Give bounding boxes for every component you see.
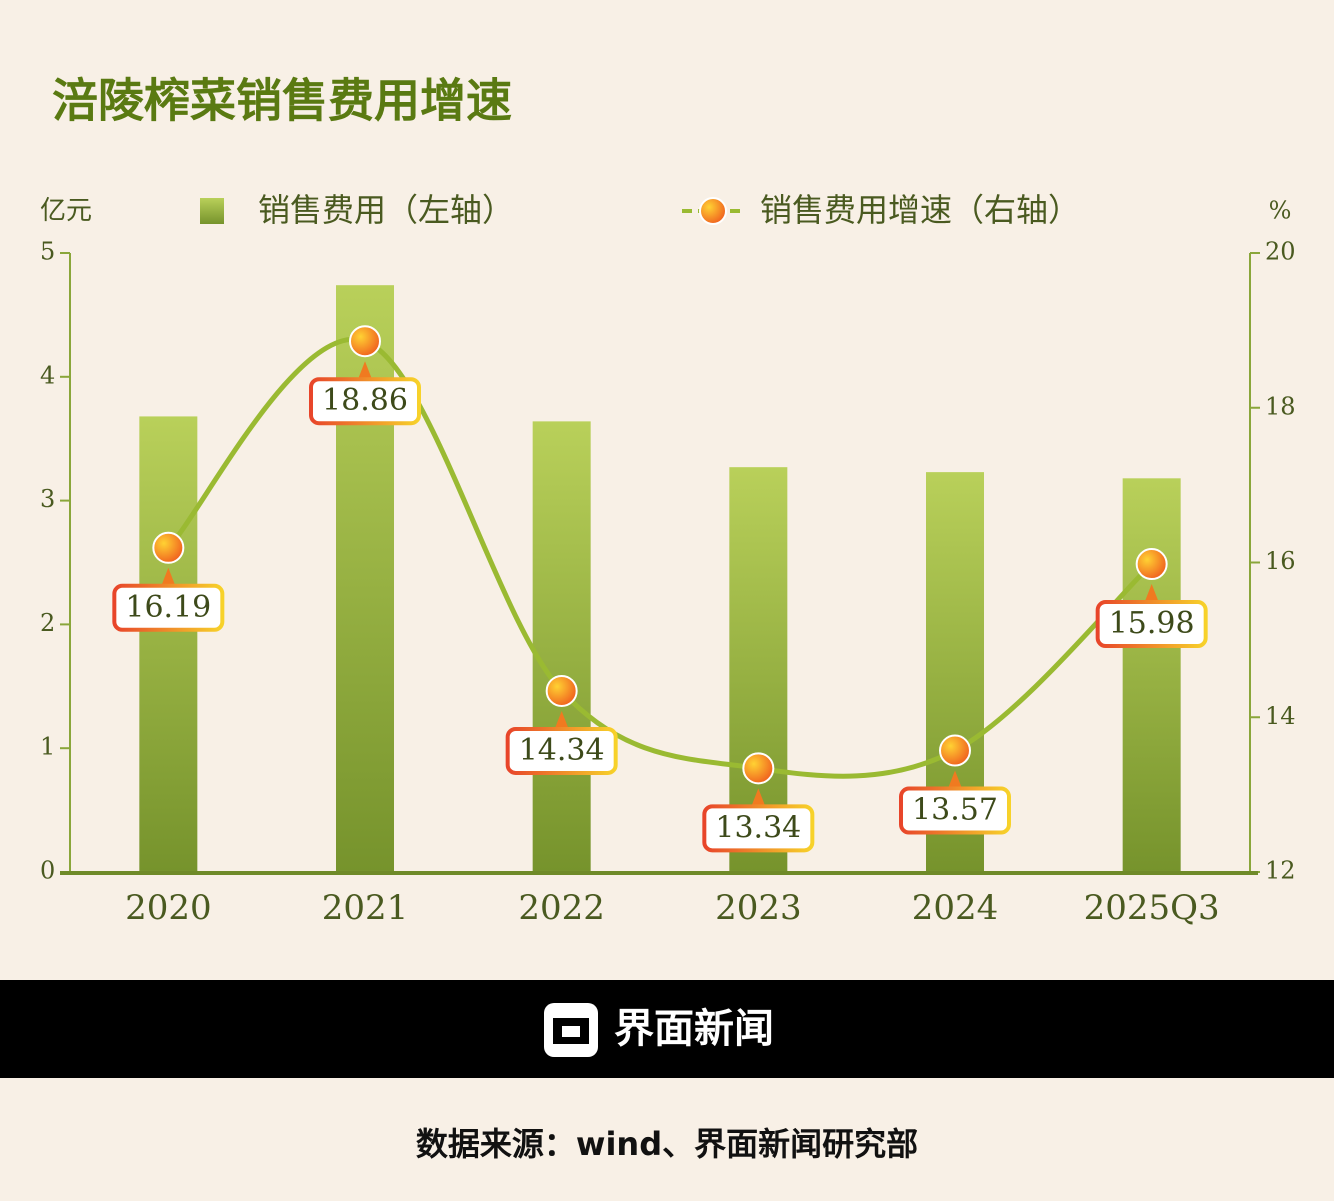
bar bbox=[139, 416, 198, 872]
y-tick-label: 2 bbox=[40, 609, 55, 637]
label-box bbox=[1095, 600, 1208, 649]
value-label: 13.57 bbox=[912, 793, 998, 828]
bar bbox=[532, 421, 591, 872]
label-pointer bbox=[161, 567, 176, 586]
value-label: 15.98 bbox=[1109, 606, 1195, 641]
y-unit: 亿元 bbox=[40, 196, 92, 226]
brand-logo bbox=[544, 1003, 598, 1057]
x-tick-label: 2025Q3 bbox=[1084, 888, 1220, 928]
legend-label: 销售费用增速（右轴） bbox=[760, 191, 1080, 229]
y2-tick-label: 20 bbox=[1265, 238, 1296, 266]
label-pointer bbox=[1144, 584, 1159, 603]
value-label: 18.86 bbox=[322, 383, 408, 418]
source: 数据来源：wind、界面新闻研究部 bbox=[416, 1125, 918, 1163]
line-point bbox=[1135, 548, 1168, 581]
bar bbox=[1122, 478, 1181, 872]
label-box bbox=[505, 726, 618, 775]
brand-band bbox=[0, 980, 1334, 1078]
value-label: 16.19 bbox=[125, 590, 211, 625]
line-point bbox=[349, 325, 381, 358]
brand: 界面新闻 bbox=[614, 1006, 774, 1052]
legend-swatch bbox=[200, 198, 224, 224]
x-tick-label: 2024 bbox=[912, 888, 999, 928]
x-tick-label: 2022 bbox=[518, 888, 605, 928]
label-box bbox=[899, 786, 1011, 835]
value-label: 14.34 bbox=[519, 733, 605, 768]
label-pointer bbox=[948, 770, 962, 789]
x-tick-label: 2023 bbox=[715, 888, 802, 928]
line-point bbox=[939, 734, 971, 767]
y-tick-label: 3 bbox=[40, 485, 55, 513]
label-box bbox=[309, 377, 421, 426]
line-point bbox=[742, 752, 775, 785]
y2-tick-label: 16 bbox=[1265, 547, 1296, 575]
label-pointer bbox=[751, 788, 766, 807]
value-label: 13.34 bbox=[715, 810, 801, 845]
label-pointer bbox=[554, 710, 569, 729]
legend-dot bbox=[699, 197, 727, 225]
background bbox=[0, 0, 1334, 980]
label-box bbox=[112, 583, 225, 632]
y2-unit: % bbox=[1269, 197, 1292, 225]
legend-label: 销售费用（左轴） bbox=[258, 191, 514, 229]
y-tick-label: 5 bbox=[40, 238, 55, 266]
line-point bbox=[152, 531, 185, 564]
y-tick-label: 1 bbox=[40, 733, 55, 761]
label-box bbox=[702, 804, 815, 853]
brand-logo-mark bbox=[553, 1018, 589, 1044]
x-tick-label: 2020 bbox=[125, 888, 212, 928]
y2-tick-label: 14 bbox=[1265, 702, 1296, 730]
x-tick-label: 2021 bbox=[322, 888, 409, 928]
y2-tick-label: 18 bbox=[1265, 392, 1296, 420]
chart-title: 涪陵榨菜销售费用增速 bbox=[52, 74, 512, 128]
y2-tick-label: 12 bbox=[1265, 857, 1296, 885]
y-tick-label: 0 bbox=[40, 857, 55, 885]
label-pointer bbox=[358, 361, 372, 380]
line-point bbox=[545, 674, 578, 707]
y-tick-label: 4 bbox=[40, 361, 55, 389]
